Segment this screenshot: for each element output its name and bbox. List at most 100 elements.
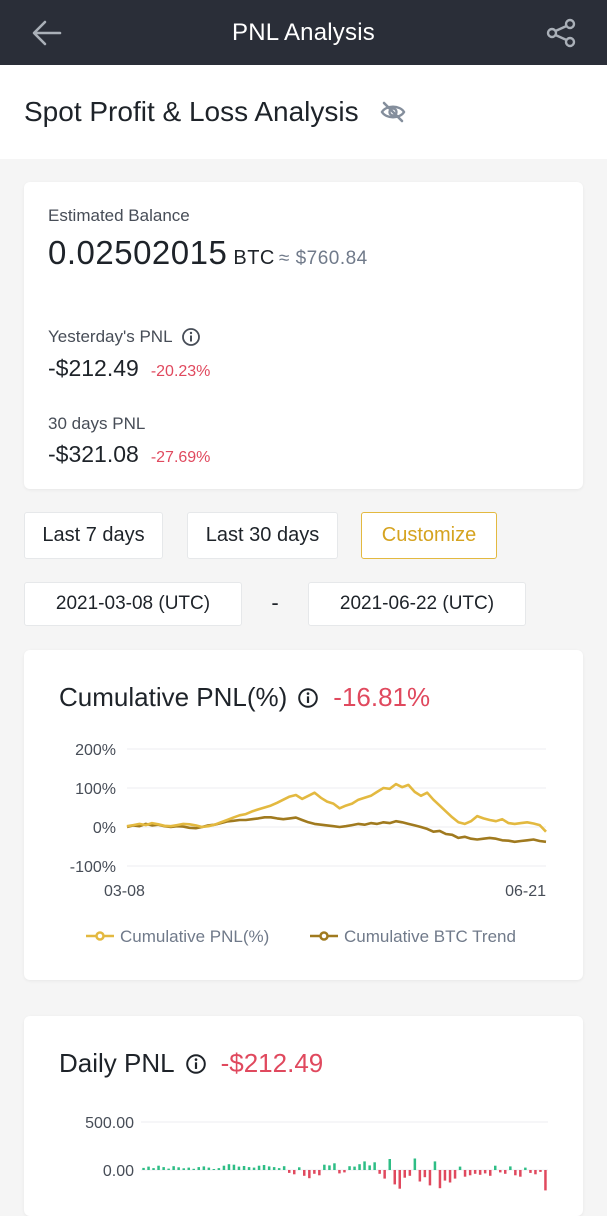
daily-pnl-bar [514, 1170, 517, 1176]
top-bar: PNL Analysis [0, 0, 607, 65]
section-header: Spot Profit & Loss Analysis [0, 65, 607, 159]
eye-off-icon[interactable] [379, 98, 407, 126]
yesterday-pnl: -$212.49 -20.23% [48, 355, 210, 382]
daily-pnl-bar [323, 1164, 326, 1170]
daily-pnl-bar [303, 1170, 306, 1176]
daily-pnl-bar [539, 1170, 542, 1172]
daily-pnl-bar [363, 1161, 366, 1170]
estimated-balance: 0.02502015 BTC ≈ $760.84 [48, 234, 368, 272]
daily-pnl-bar [473, 1170, 477, 1174]
daily-pnl-bar [494, 1165, 497, 1170]
cumulative-pnl-card: Cumulative PNL(%) -16.81% 200% 100% 0% -100… [24, 650, 583, 980]
daily-pnl-bar [463, 1170, 467, 1177]
y-tick-label: 0.00 [103, 1163, 134, 1180]
daily-pnl-bar [428, 1170, 432, 1186]
thirty-days-pnl: -$321.08 -27.69% [48, 441, 210, 468]
daily-pnl-bar [293, 1170, 296, 1175]
cumulative-pnl-chart: 200% 100% 0% -100% 03-08 06-21 Cumulative PNL(… [70, 742, 547, 946]
daily-pnl-bar [408, 1170, 412, 1176]
daily-pnl-bar [333, 1163, 336, 1170]
daily-pnl-bar [252, 1167, 256, 1170]
yesterday-pnl-percent: -20.23% [150, 363, 211, 380]
daily-pnl-bar [483, 1170, 487, 1174]
daily-pnl-bar [458, 1166, 462, 1170]
legend-label: Cumulative PNL(%) [120, 927, 269, 946]
daily-pnl-bar [433, 1161, 437, 1170]
series-line-cumulative-pnl- [126, 782, 547, 833]
yesterday-pnl-label: Yesterday's PNL [48, 327, 173, 346]
daily-pnl-bar [207, 1167, 211, 1170]
daily-pnl-bar [448, 1170, 452, 1183]
daily-pnl-bar [338, 1170, 341, 1174]
balance-card: Estimated Balance 0.02502015 BTC ≈ $760.84… [24, 182, 583, 489]
end-date-field[interactable]: 2021-06-22 (UTC) [308, 582, 526, 626]
daily-pnl-card: Daily PNL -$212.49 500.00 0.00 [24, 1016, 583, 1216]
daily-pnl-bar [368, 1165, 371, 1170]
daily-pnl-bar [383, 1170, 386, 1179]
start-date-field[interactable]: 2021-03-08 (UTC) [24, 582, 242, 626]
daily-pnl-bar [262, 1165, 266, 1170]
cumulative-pnl-value: -16.81% [333, 682, 431, 712]
customize-button[interactable]: Customize [361, 512, 497, 559]
daily-pnl-bar [468, 1170, 472, 1176]
daily-pnl-bar [157, 1165, 160, 1170]
y-tick-label: 200% [75, 742, 116, 759]
daily-pnl-bar [152, 1168, 155, 1170]
daily-pnl-bar [167, 1168, 170, 1170]
daily-pnl-bar [162, 1167, 165, 1170]
daily-pnl-bar [277, 1168, 281, 1170]
daily-pnl-bar [413, 1158, 417, 1170]
daily-pnl-bar [348, 1166, 351, 1170]
y-tick-label: 0% [93, 820, 116, 837]
daily-pnl-bar [197, 1167, 200, 1170]
daily-pnl-bar [504, 1170, 507, 1174]
daily-pnl-bar [398, 1170, 401, 1189]
daily-pnl-bar [388, 1159, 391, 1170]
thirty-days-pnl-value: -$321.08 [48, 441, 139, 467]
cumulative-pnl-title: Cumulative PNL(%) [59, 682, 288, 712]
daily-pnl-bar [267, 1166, 271, 1170]
daily-pnl-bar [519, 1170, 522, 1177]
legend-marker [319, 931, 329, 941]
share-icon[interactable] [545, 17, 577, 49]
daily-pnl-bar [192, 1168, 195, 1170]
daily-pnl-bar [212, 1169, 216, 1170]
section-title: Spot Profit & Loss Analysis [24, 96, 359, 127]
daily-pnl-bar [529, 1170, 532, 1173]
daily-pnl-bar [147, 1166, 150, 1170]
series-line-cumulative-btc-trend [126, 816, 547, 844]
daily-pnl-bar [227, 1164, 231, 1170]
balance-unit: BTC [233, 247, 275, 269]
daily-pnl-bar [282, 1166, 286, 1170]
daily-pnl-bar [343, 1170, 346, 1173]
info-icon[interactable] [185, 1053, 207, 1075]
date-separator: - [271, 590, 279, 615]
balance-usd-approx: ≈ $760.84 [278, 248, 368, 269]
daily-pnl-bar [499, 1170, 502, 1173]
daily-pnl-bar [478, 1170, 482, 1175]
daily-pnl-bar [308, 1170, 311, 1179]
daily-pnl-bar [288, 1170, 291, 1173]
daily-pnl-bar [524, 1167, 527, 1170]
legend-label: Cumulative BTC Trend [344, 927, 516, 946]
info-icon[interactable] [181, 327, 201, 347]
daily-pnl-bar [328, 1165, 331, 1170]
arrow-left-icon[interactable] [30, 18, 64, 48]
daily-pnl-bar [318, 1170, 321, 1176]
y-tick-label: -100% [70, 859, 116, 876]
info-icon[interactable] [297, 687, 319, 709]
last-7-days-button[interactable]: Last 7 days [24, 512, 163, 559]
y-tick-label: 500.00 [85, 1115, 134, 1132]
daily-pnl-bar [177, 1167, 180, 1170]
daily-pnl-bar [187, 1167, 190, 1170]
daily-pnl-bar [378, 1170, 381, 1174]
daily-pnl-bar [353, 1166, 356, 1170]
daily-pnl-bar [443, 1170, 447, 1181]
daily-pnl-chart: 500.00 0.00 [85, 1115, 548, 1191]
last-30-days-button[interactable]: Last 30 days [187, 512, 338, 559]
daily-pnl-bar [453, 1170, 457, 1179]
daily-pnl-bar [373, 1162, 376, 1170]
daily-pnl-bar [534, 1170, 537, 1175]
daily-pnl-bar [272, 1167, 276, 1170]
daily-pnl-bar [298, 1167, 301, 1170]
